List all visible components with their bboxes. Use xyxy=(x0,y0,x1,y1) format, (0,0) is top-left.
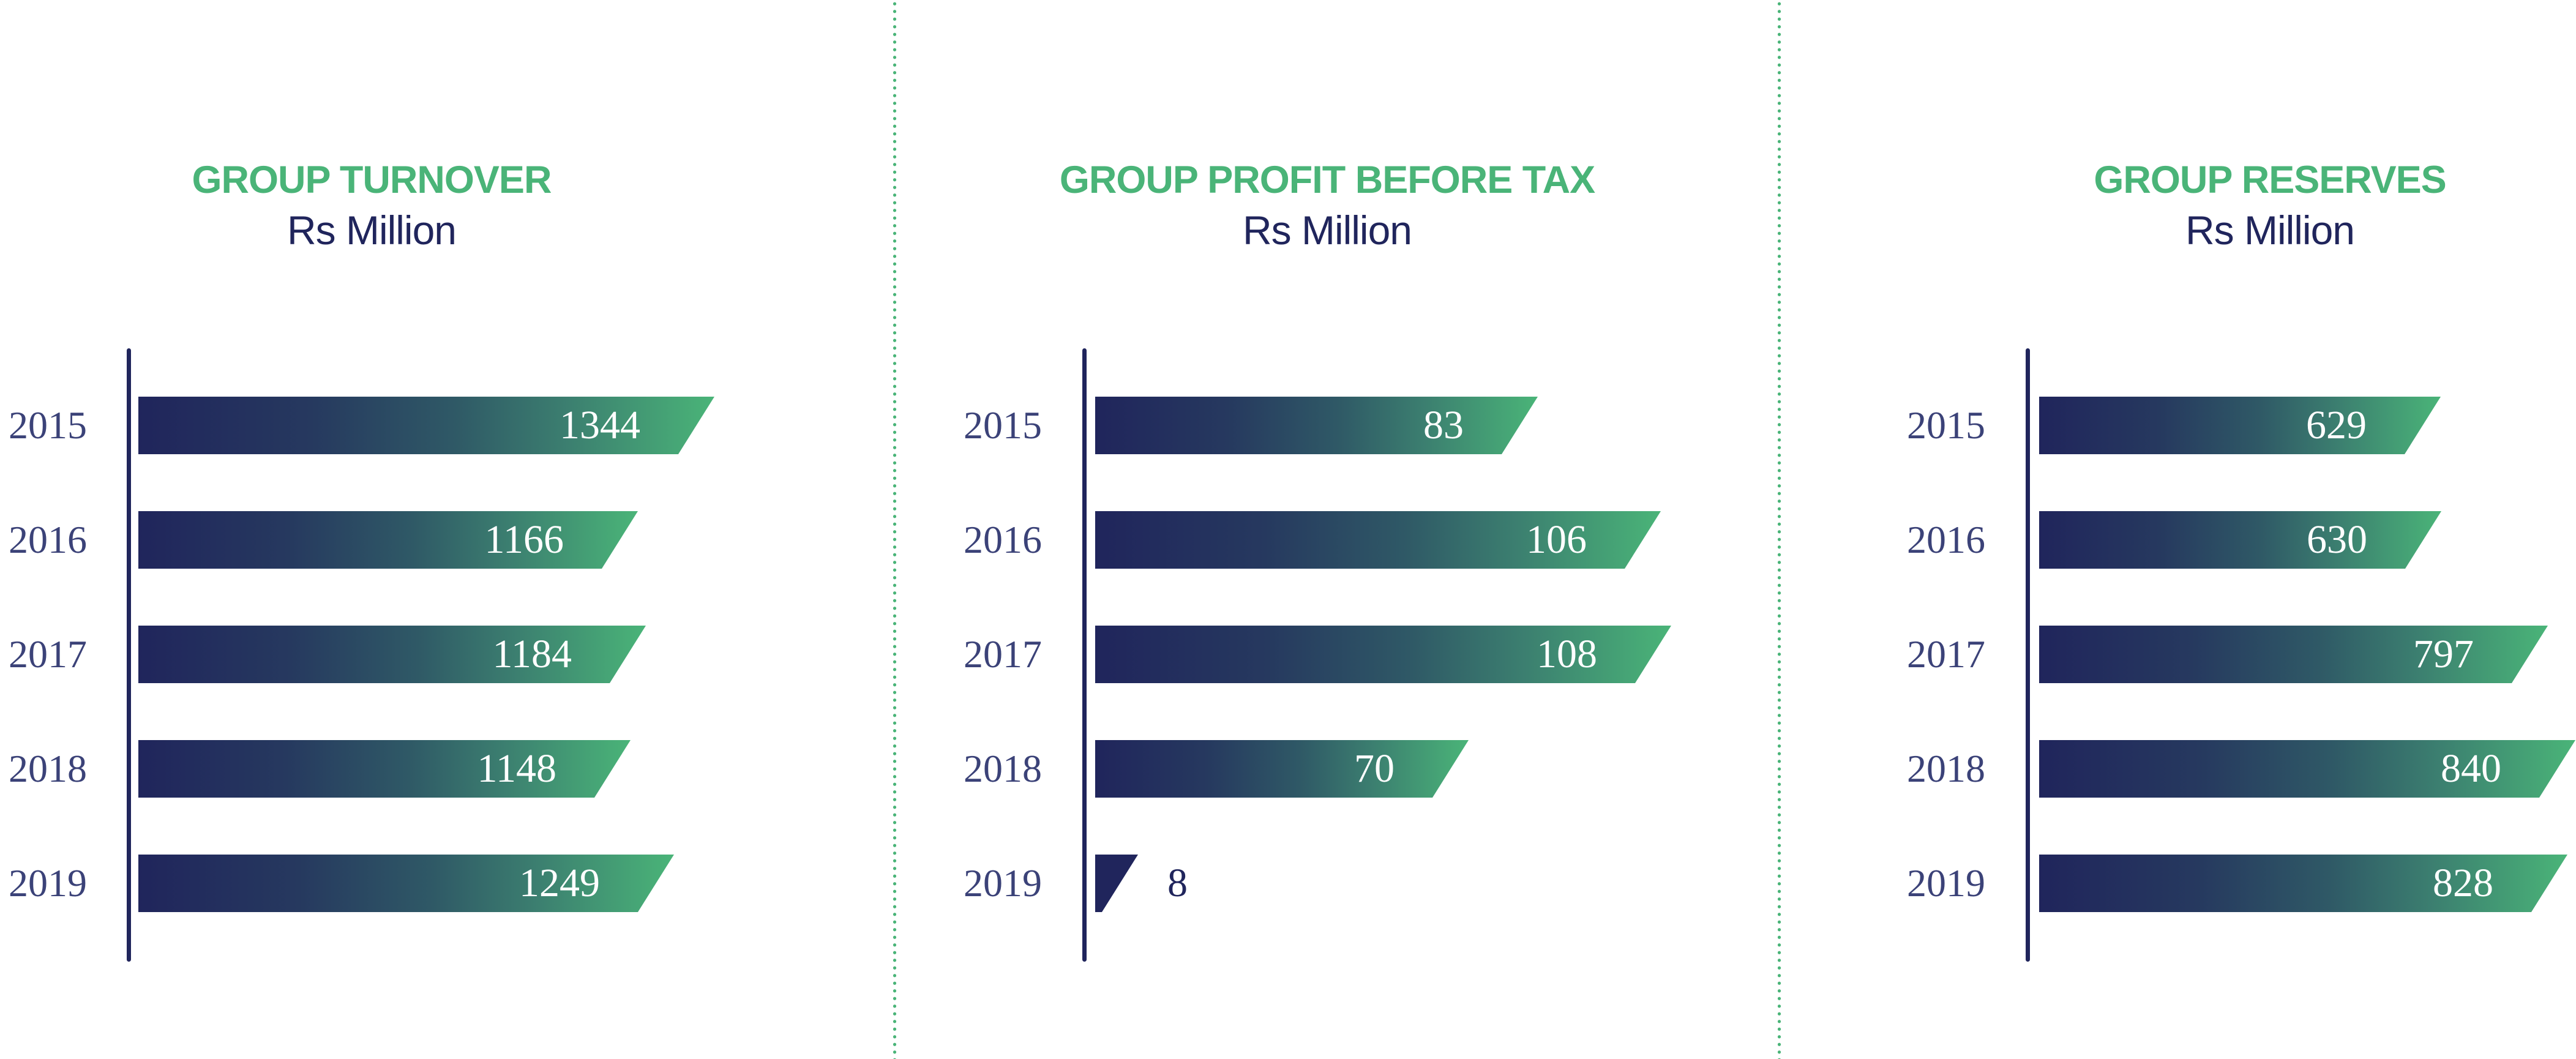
bar xyxy=(138,511,638,569)
bar xyxy=(2039,397,2441,454)
bar-value-label: 629 xyxy=(2306,403,2367,447)
year-label: 2016 xyxy=(964,518,1042,561)
bar-value-label: 828 xyxy=(2433,861,2493,905)
bar-value-label: 70 xyxy=(1354,746,1395,791)
bar xyxy=(1095,626,1671,683)
panel-divider-2 xyxy=(1778,0,1781,1059)
bar-value-label: 840 xyxy=(2441,746,2501,791)
bar xyxy=(1095,397,1538,454)
bar-value-label: 797 xyxy=(2413,632,2474,676)
bar xyxy=(1095,511,1661,569)
chart-subtitle: Rs Million xyxy=(286,208,457,253)
year-label: 2015 xyxy=(9,403,87,447)
y-axis-line xyxy=(1082,348,1087,962)
year-label: 2019 xyxy=(9,861,87,905)
year-label: 2018 xyxy=(9,747,87,790)
year-label: 2019 xyxy=(1907,861,1985,905)
bar-value-label: 1184 xyxy=(492,632,572,676)
year-label: 2017 xyxy=(9,632,87,676)
bar xyxy=(138,397,714,454)
year-label: 2015 xyxy=(1907,403,1985,447)
chart-title: GROUP TURNOVER xyxy=(192,159,552,201)
bar xyxy=(138,855,674,912)
bar-value-label: 108 xyxy=(1537,632,1597,676)
chart-subtitle: Rs Million xyxy=(1242,208,1412,253)
chart-subtitle: Rs Million xyxy=(2185,208,2355,253)
year-label: 2018 xyxy=(1907,747,1985,790)
bar-value-label: 1148 xyxy=(477,746,556,791)
bar xyxy=(1095,855,1138,912)
year-label: 2019 xyxy=(964,861,1042,905)
bar-value-label: 630 xyxy=(2307,517,2367,562)
year-label: 2018 xyxy=(964,747,1042,790)
bar xyxy=(138,626,646,683)
y-axis-line xyxy=(127,348,131,962)
chart-title: GROUP RESERVES xyxy=(2094,159,2446,201)
bar xyxy=(2039,740,2575,798)
bar-value-label: 8 xyxy=(1167,861,1188,905)
bar-value-label: 83 xyxy=(1423,403,1464,447)
panel-divider-1 xyxy=(893,0,896,1059)
bar xyxy=(2039,855,2567,912)
bar xyxy=(2039,626,2548,683)
y-axis-line xyxy=(2026,348,2030,962)
chart-title: GROUP PROFIT BEFORE TAX xyxy=(1059,159,1595,201)
bar-value-label: 106 xyxy=(1526,517,1587,562)
bar-value-label: 1166 xyxy=(484,517,564,562)
bar-value-label: 1249 xyxy=(519,861,600,905)
year-label: 2017 xyxy=(964,632,1042,676)
year-label: 2016 xyxy=(9,518,87,561)
year-label: 2015 xyxy=(964,403,1042,447)
bar xyxy=(2039,511,2441,569)
year-label: 2017 xyxy=(1907,632,1985,676)
bar-value-label: 1344 xyxy=(560,403,640,447)
year-label: 2016 xyxy=(1907,518,1985,561)
bar xyxy=(1095,740,1469,798)
bar xyxy=(138,740,631,798)
